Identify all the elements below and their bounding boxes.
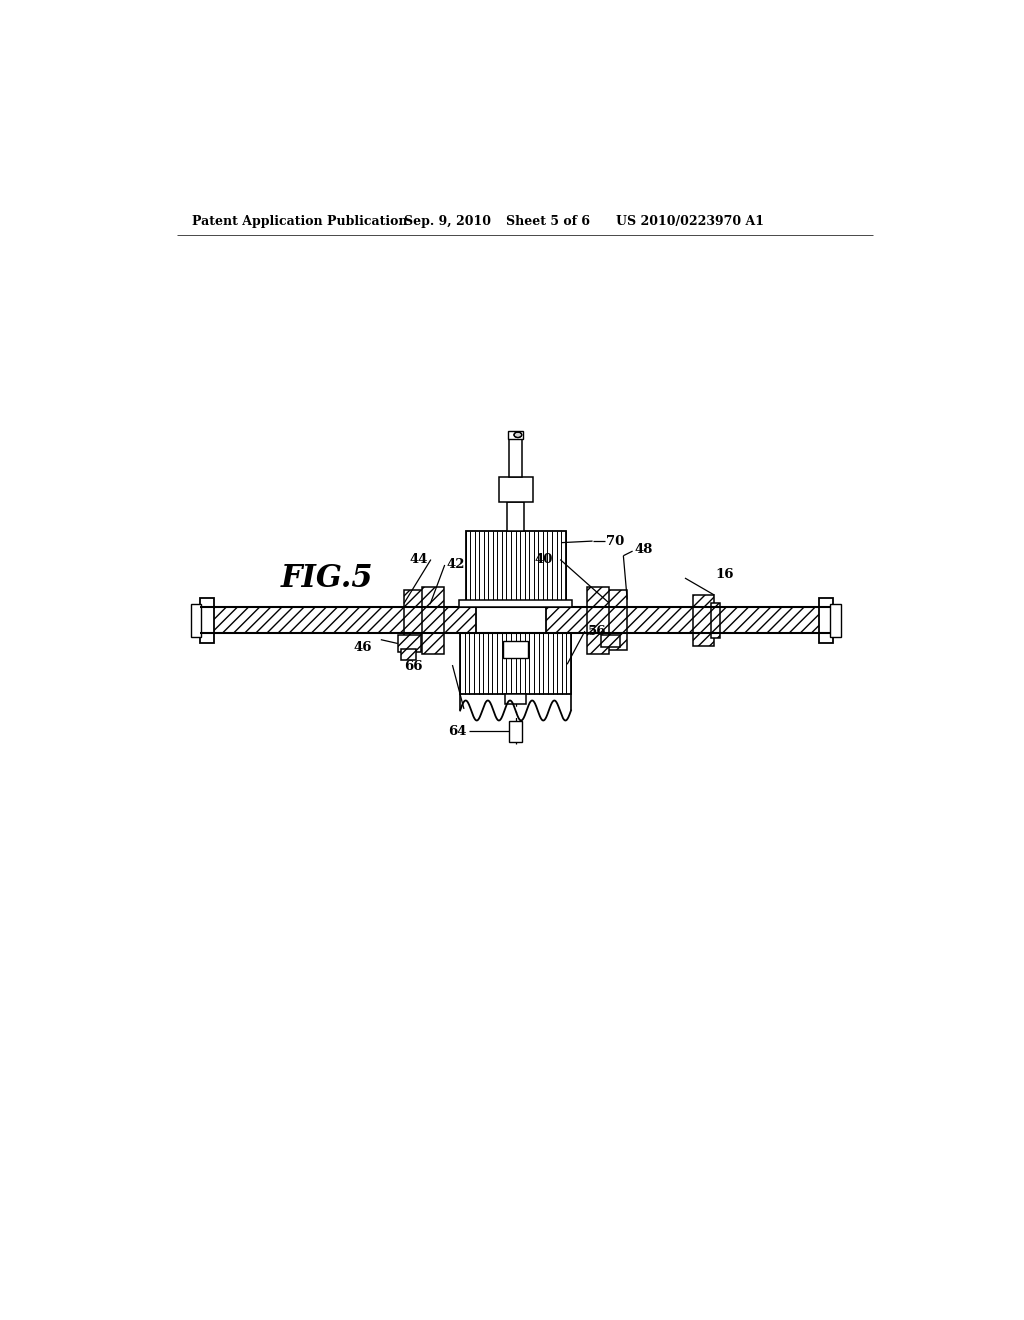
Text: 16: 16 (716, 569, 734, 582)
Bar (509, 437, 521, 478)
Text: US 2010/0223970 A1: US 2010/0223970 A1 (615, 215, 764, 228)
Text: FIG.5: FIG.5 (281, 562, 374, 594)
Text: 42: 42 (446, 558, 465, 572)
Bar (400, 649, 416, 660)
Bar (460, 634, 571, 693)
Bar (711, 603, 720, 638)
Bar (499, 478, 532, 502)
Text: Patent Application Publication: Patent Application Publication (193, 215, 408, 228)
Bar (604, 590, 628, 651)
Bar (403, 590, 427, 651)
Text: Sep. 9, 2010: Sep. 9, 2010 (403, 215, 490, 228)
Text: 48: 48 (634, 543, 652, 556)
Text: 64: 64 (449, 725, 467, 738)
Text: 46: 46 (354, 640, 373, 653)
Bar (509, 721, 521, 742)
Bar (508, 430, 523, 438)
Bar (829, 605, 841, 636)
Ellipse shape (514, 432, 521, 437)
Bar (587, 587, 608, 653)
Text: 40: 40 (535, 553, 553, 566)
Bar (200, 598, 214, 643)
Text: 44: 44 (410, 553, 428, 566)
Text: 66: 66 (403, 660, 423, 673)
Text: 56: 56 (588, 624, 606, 638)
Bar (547, 607, 831, 634)
Bar (190, 605, 202, 636)
Bar (507, 502, 524, 531)
Bar (466, 531, 565, 607)
Bar (505, 693, 526, 705)
Bar (601, 635, 620, 647)
Bar (819, 598, 833, 643)
Bar (460, 599, 571, 607)
Bar (397, 635, 421, 652)
Bar (200, 607, 475, 634)
Bar (692, 595, 714, 645)
Bar (503, 642, 528, 659)
Text: 70: 70 (606, 535, 625, 548)
Text: Sheet 5 of 6: Sheet 5 of 6 (506, 215, 590, 228)
Bar (422, 587, 444, 653)
